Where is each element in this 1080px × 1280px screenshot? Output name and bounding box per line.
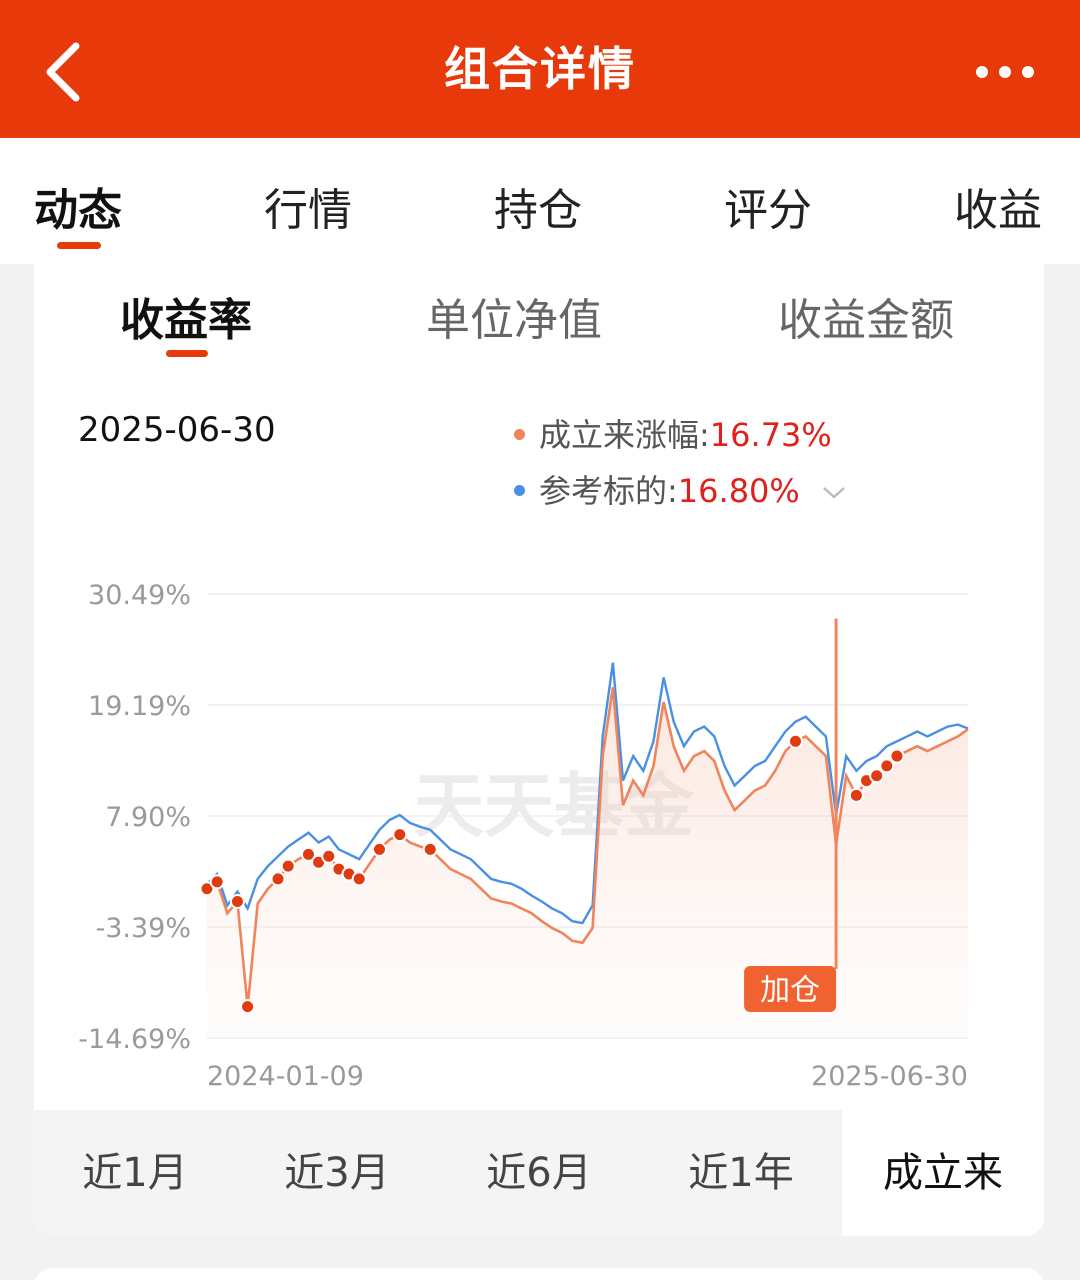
- trade-marker[interactable]: [300, 846, 316, 862]
- y-tick-label: 7.90%: [105, 802, 191, 833]
- trade-marker[interactable]: [280, 858, 296, 874]
- chart-card: 收益率 单位净值 收益金额 2025-06-30 成立来涨幅:16.73% 参考…: [34, 264, 1044, 1236]
- top-app-bar: 组合详情: [0, 0, 1080, 138]
- trade-marker[interactable]: [199, 881, 215, 897]
- legend-benchmark[interactable]: 参考标的:16.80%: [514, 466, 846, 512]
- trade-marker[interactable]: [270, 871, 286, 887]
- period-1m[interactable]: 近1月: [82, 1150, 188, 1196]
- trade-marker[interactable]: [879, 758, 895, 774]
- trade-marker[interactable]: [229, 893, 245, 909]
- trade-marker[interactable]: [321, 848, 337, 864]
- active-subtab-indicator: [166, 350, 208, 357]
- y-tick-label: -14.69%: [78, 1024, 191, 1055]
- subtab-unit-nav[interactable]: 单位净值: [426, 295, 602, 346]
- tab-holdings[interactable]: 持仓: [494, 185, 582, 236]
- trade-marker[interactable]: [351, 871, 367, 887]
- annotation-badge[interactable]: 加仓: [744, 966, 837, 1012]
- tab-market[interactable]: 行情: [264, 185, 352, 236]
- legend-value-fund: 16.73%: [709, 416, 832, 454]
- x-tick-end: 2025-06-30: [811, 1061, 968, 1092]
- period-selector: 近1月 近3月 近6月 近1年 成立来: [34, 1110, 1044, 1236]
- benchmark-line: [206, 662, 969, 925]
- trade-marker[interactable]: [392, 827, 408, 843]
- trade-marker[interactable]: [371, 841, 387, 857]
- trade-marker[interactable]: [889, 748, 905, 764]
- y-tick-label: 30.49%: [88, 580, 191, 611]
- chevron-left-icon[interactable]: [36, 40, 96, 104]
- return-chart[interactable]: 30.49%19.19%7.90%-3.39%-14.69% 天天基金 加仓 2…: [34, 564, 1044, 1104]
- tab-returns[interactable]: 收益: [954, 185, 1042, 236]
- y-tick-label: 19.19%: [88, 691, 191, 722]
- subtab-return-rate[interactable]: 收益率: [120, 295, 252, 346]
- legend-name-fund: 成立来涨幅: [539, 416, 700, 454]
- trade-marker[interactable]: [240, 999, 256, 1015]
- annotation-label: 加仓: [760, 973, 820, 1008]
- legend-value-benchmark: 16.80%: [677, 472, 800, 510]
- selected-date: 2025-06-30: [78, 410, 276, 450]
- fund-area-fill: [207, 687, 968, 1038]
- period-1y[interactable]: 近1年: [688, 1150, 794, 1196]
- legend-dot-fund: [514, 428, 525, 440]
- y-tick-label: -3.39%: [95, 913, 191, 944]
- trade-marker[interactable]: [422, 841, 438, 857]
- more-horizontal-icon[interactable]: [974, 62, 1036, 82]
- x-tick-start: 2024-01-09: [207, 1061, 364, 1092]
- page-title: 组合详情: [444, 42, 636, 96]
- tab-dynamics[interactable]: 动态: [34, 185, 122, 236]
- trade-marker[interactable]: [788, 733, 804, 749]
- trade-marker[interactable]: [209, 874, 225, 890]
- chevron-down-icon[interactable]: [822, 486, 846, 500]
- legend-dot-benchmark: [514, 484, 525, 496]
- trade-markers: [199, 733, 905, 1015]
- trade-marker[interactable]: [869, 768, 885, 784]
- active-tab-indicator: [57, 242, 101, 249]
- chart-y-axis: 30.49% 19.19% 7.90% -3.39% -14.69%: [78, 580, 191, 1055]
- legend-name-benchmark: 参考标的: [539, 472, 668, 510]
- period-since-inception[interactable]: 成立来: [842, 1110, 1044, 1236]
- main-tab-bar: 动态 行情 持仓 评分 收益: [0, 138, 1080, 264]
- legend-fund: 成立来涨幅:16.73%: [514, 410, 832, 456]
- next-card: [34, 1268, 1044, 1280]
- tab-rating[interactable]: 评分: [724, 185, 812, 236]
- period-6m[interactable]: 近6月: [486, 1150, 592, 1196]
- fund-line: [206, 687, 969, 1007]
- subtab-return-amount[interactable]: 收益金额: [778, 295, 954, 346]
- period-3m[interactable]: 近3月: [284, 1150, 390, 1196]
- trade-marker[interactable]: [848, 787, 864, 803]
